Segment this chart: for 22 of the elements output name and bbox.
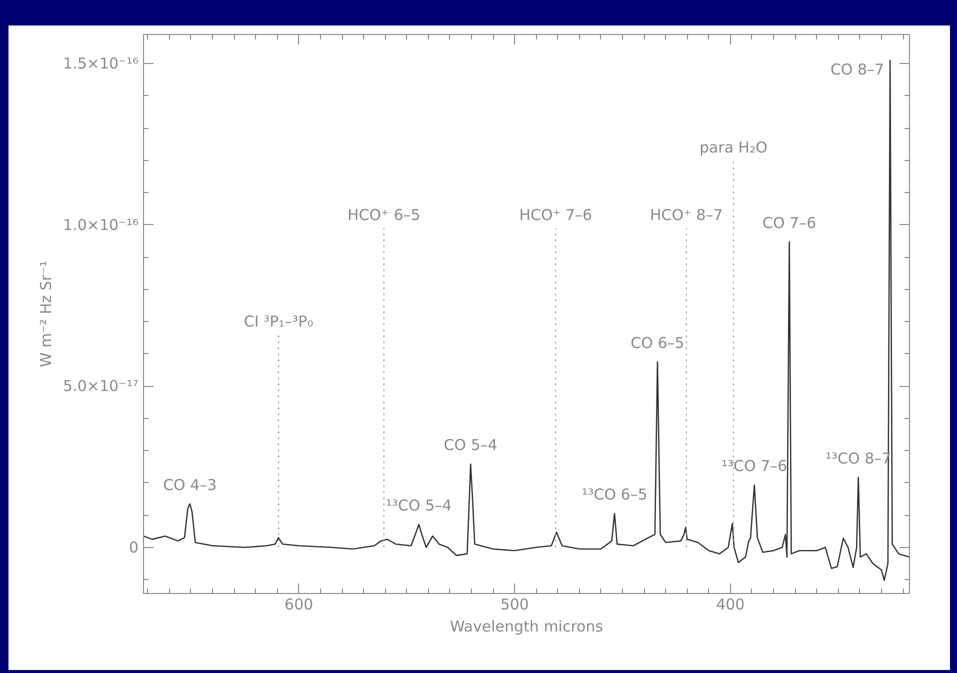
x-tick-label: 500 — [500, 596, 529, 614]
y-axis-title: W m⁻² Hz Sr⁻¹ — [37, 260, 56, 368]
annotation: CO 5–4 — [444, 436, 498, 454]
annotation: CO 6–5 — [630, 334, 684, 352]
annotation: CO 4–3 — [163, 476, 217, 494]
x-axis-title: Wavelength microns — [450, 618, 604, 636]
annotation: HCO⁺ 7–6 — [519, 206, 592, 224]
annotation: HCO⁺ 6–5 — [347, 206, 420, 224]
x-tick-label: 400 — [716, 596, 745, 614]
y-tick-label: 1.0×10⁻¹⁶ — [63, 216, 139, 234]
x-tick-label: 600 — [284, 596, 314, 614]
annotation: CO 7–6 — [762, 214, 816, 232]
annotation: CI ³P₁–³P₀ — [244, 312, 314, 330]
annotation: ¹³CO 6–5 — [582, 486, 648, 504]
annotation: HCO⁺ 8–7 — [650, 206, 723, 224]
annotation: CO 8–7 — [830, 60, 884, 78]
annotation: ¹³CO 5–4 — [386, 496, 452, 514]
y-tick-label: 1.5×10⁻¹⁶ — [63, 54, 139, 73]
annotation: para H₂O — [699, 138, 768, 156]
annotation: ¹³CO 7–6 — [722, 457, 788, 476]
y-tick-label: 0 — [128, 538, 139, 556]
y-tick-label: 5.0×10⁻¹⁷ — [63, 377, 139, 396]
